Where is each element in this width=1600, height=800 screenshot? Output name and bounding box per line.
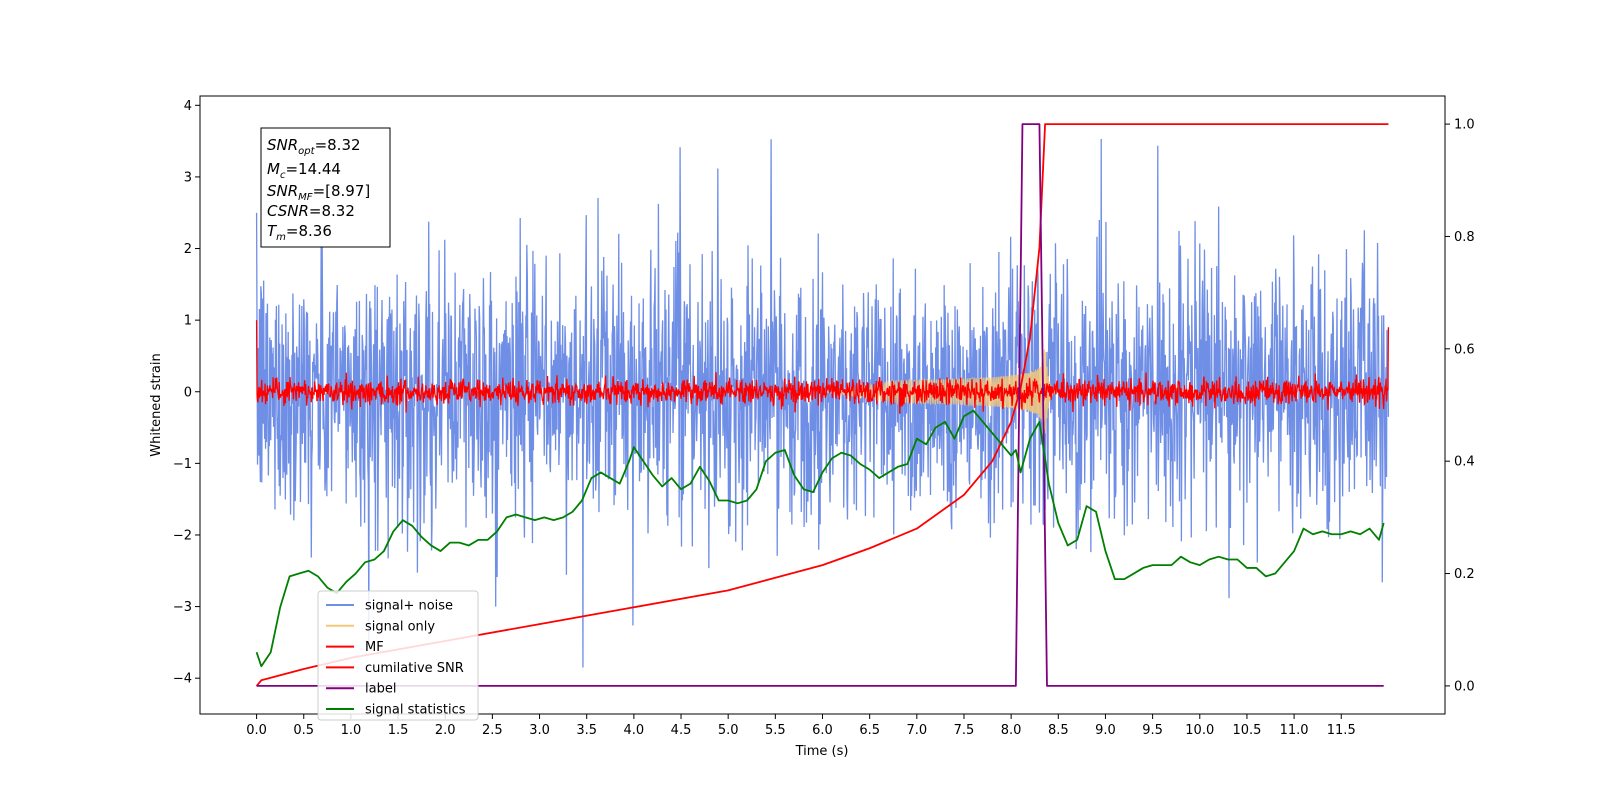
x-tick-label: 5.5 bbox=[765, 723, 786, 738]
annotation-snr-mf: SNRMF=[8.97] bbox=[267, 182, 370, 203]
y-tick-label-left: −4 bbox=[173, 672, 192, 687]
x-tick-label: 5.0 bbox=[718, 723, 739, 738]
x-tick-label: 7.0 bbox=[906, 723, 927, 738]
x-tick-label: 0.0 bbox=[246, 723, 267, 738]
x-axis-label: Time (s) bbox=[795, 744, 849, 759]
y-tick-label-right: 0.6 bbox=[1454, 342, 1475, 357]
annotation-csnr: CSNR=8.32 bbox=[267, 202, 355, 220]
x-tick-label: 10.5 bbox=[1232, 723, 1261, 738]
x-tick-label: 8.0 bbox=[1001, 723, 1022, 738]
x-tick-label: 9.0 bbox=[1095, 723, 1116, 738]
y-tick-label-left: 1 bbox=[184, 314, 192, 329]
y-tick-label-left: 2 bbox=[184, 242, 192, 257]
x-tick-label: 2.5 bbox=[482, 723, 503, 738]
x-tick-label: 1.0 bbox=[341, 723, 362, 738]
y-tick-label-left: −1 bbox=[173, 457, 192, 472]
y-tick-label-left: −3 bbox=[173, 600, 192, 615]
legend-entry: signal statistics bbox=[365, 703, 466, 718]
x-tick-label: 6.5 bbox=[859, 723, 880, 738]
legend: signal+ noise signal only MF cumilative SNR… bbox=[317, 590, 479, 721]
y-axis-label: Whitened strain bbox=[149, 353, 164, 456]
x-tick-label: 2.0 bbox=[435, 723, 456, 738]
legend-entry: label bbox=[365, 682, 396, 697]
y-tick-label-right: 0.8 bbox=[1454, 230, 1475, 245]
x-tick-label: 3.0 bbox=[529, 723, 550, 738]
y-tick-label-right: 0.2 bbox=[1454, 567, 1475, 582]
legend-entry: signal only bbox=[365, 619, 435, 634]
series-signal-statistics bbox=[255, 409, 1385, 668]
x-tick-label: 0.5 bbox=[293, 723, 314, 738]
series-label bbox=[256, 123, 1384, 687]
x-axis: 0.0 0.5 1.0 1.5 2.0 2.5 3.0 3.5 4.0 4.5 5.0 5.5 6.0 6… bbox=[246, 714, 1356, 738]
x-tick-label: 3.5 bbox=[576, 723, 597, 738]
y-tick-label-right: 0.4 bbox=[1454, 455, 1475, 470]
x-tick-label: 9.5 bbox=[1142, 723, 1163, 738]
x-tick-label: 11.0 bbox=[1280, 723, 1309, 738]
series-mf bbox=[255, 320, 1390, 414]
annotation-snr-opt: SNRopt=8.32 bbox=[267, 136, 361, 157]
x-tick-label: 4.0 bbox=[624, 723, 645, 738]
y-tick-label-left: 3 bbox=[184, 170, 192, 185]
legend-entry: MF bbox=[365, 640, 384, 655]
x-tick-label: 7.5 bbox=[954, 723, 975, 738]
annotation-tm: Tm=8.36 bbox=[267, 222, 332, 243]
info-annotation-box: SNRopt=8.32 Mc=14.44 SNRMF=[8.97] CSNR=8… bbox=[260, 127, 391, 248]
y-tick-label-left: 0 bbox=[184, 385, 192, 400]
series-signal-noise bbox=[255, 138, 1390, 668]
info-box-frame bbox=[260, 127, 391, 248]
annotation-mc: Mc=14.44 bbox=[267, 160, 341, 181]
x-tick-label: 10.0 bbox=[1185, 723, 1214, 738]
y-axis-left: −4 −3 −2 −1 0 1 2 3 4 bbox=[173, 99, 200, 687]
legend-frame bbox=[317, 590, 479, 721]
x-tick-label: 8.5 bbox=[1048, 723, 1069, 738]
x-tick-label: 1.5 bbox=[388, 723, 409, 738]
y-tick-label-right: 1.0 bbox=[1454, 118, 1475, 133]
x-tick-label: 4.5 bbox=[671, 723, 692, 738]
x-tick-label: 6.0 bbox=[812, 723, 833, 738]
y-tick-label-left: 4 bbox=[184, 99, 192, 114]
legend-entry: cumilative SNR bbox=[365, 661, 464, 676]
legend-entry: signal+ noise bbox=[365, 599, 453, 614]
y-axis-right: 0.0 0.2 0.4 0.6 0.8 1.0 bbox=[1445, 118, 1475, 694]
y-tick-label-right: 0.0 bbox=[1454, 679, 1475, 694]
y-tick-label-left: −2 bbox=[173, 528, 192, 543]
x-tick-label: 11.5 bbox=[1327, 723, 1356, 738]
